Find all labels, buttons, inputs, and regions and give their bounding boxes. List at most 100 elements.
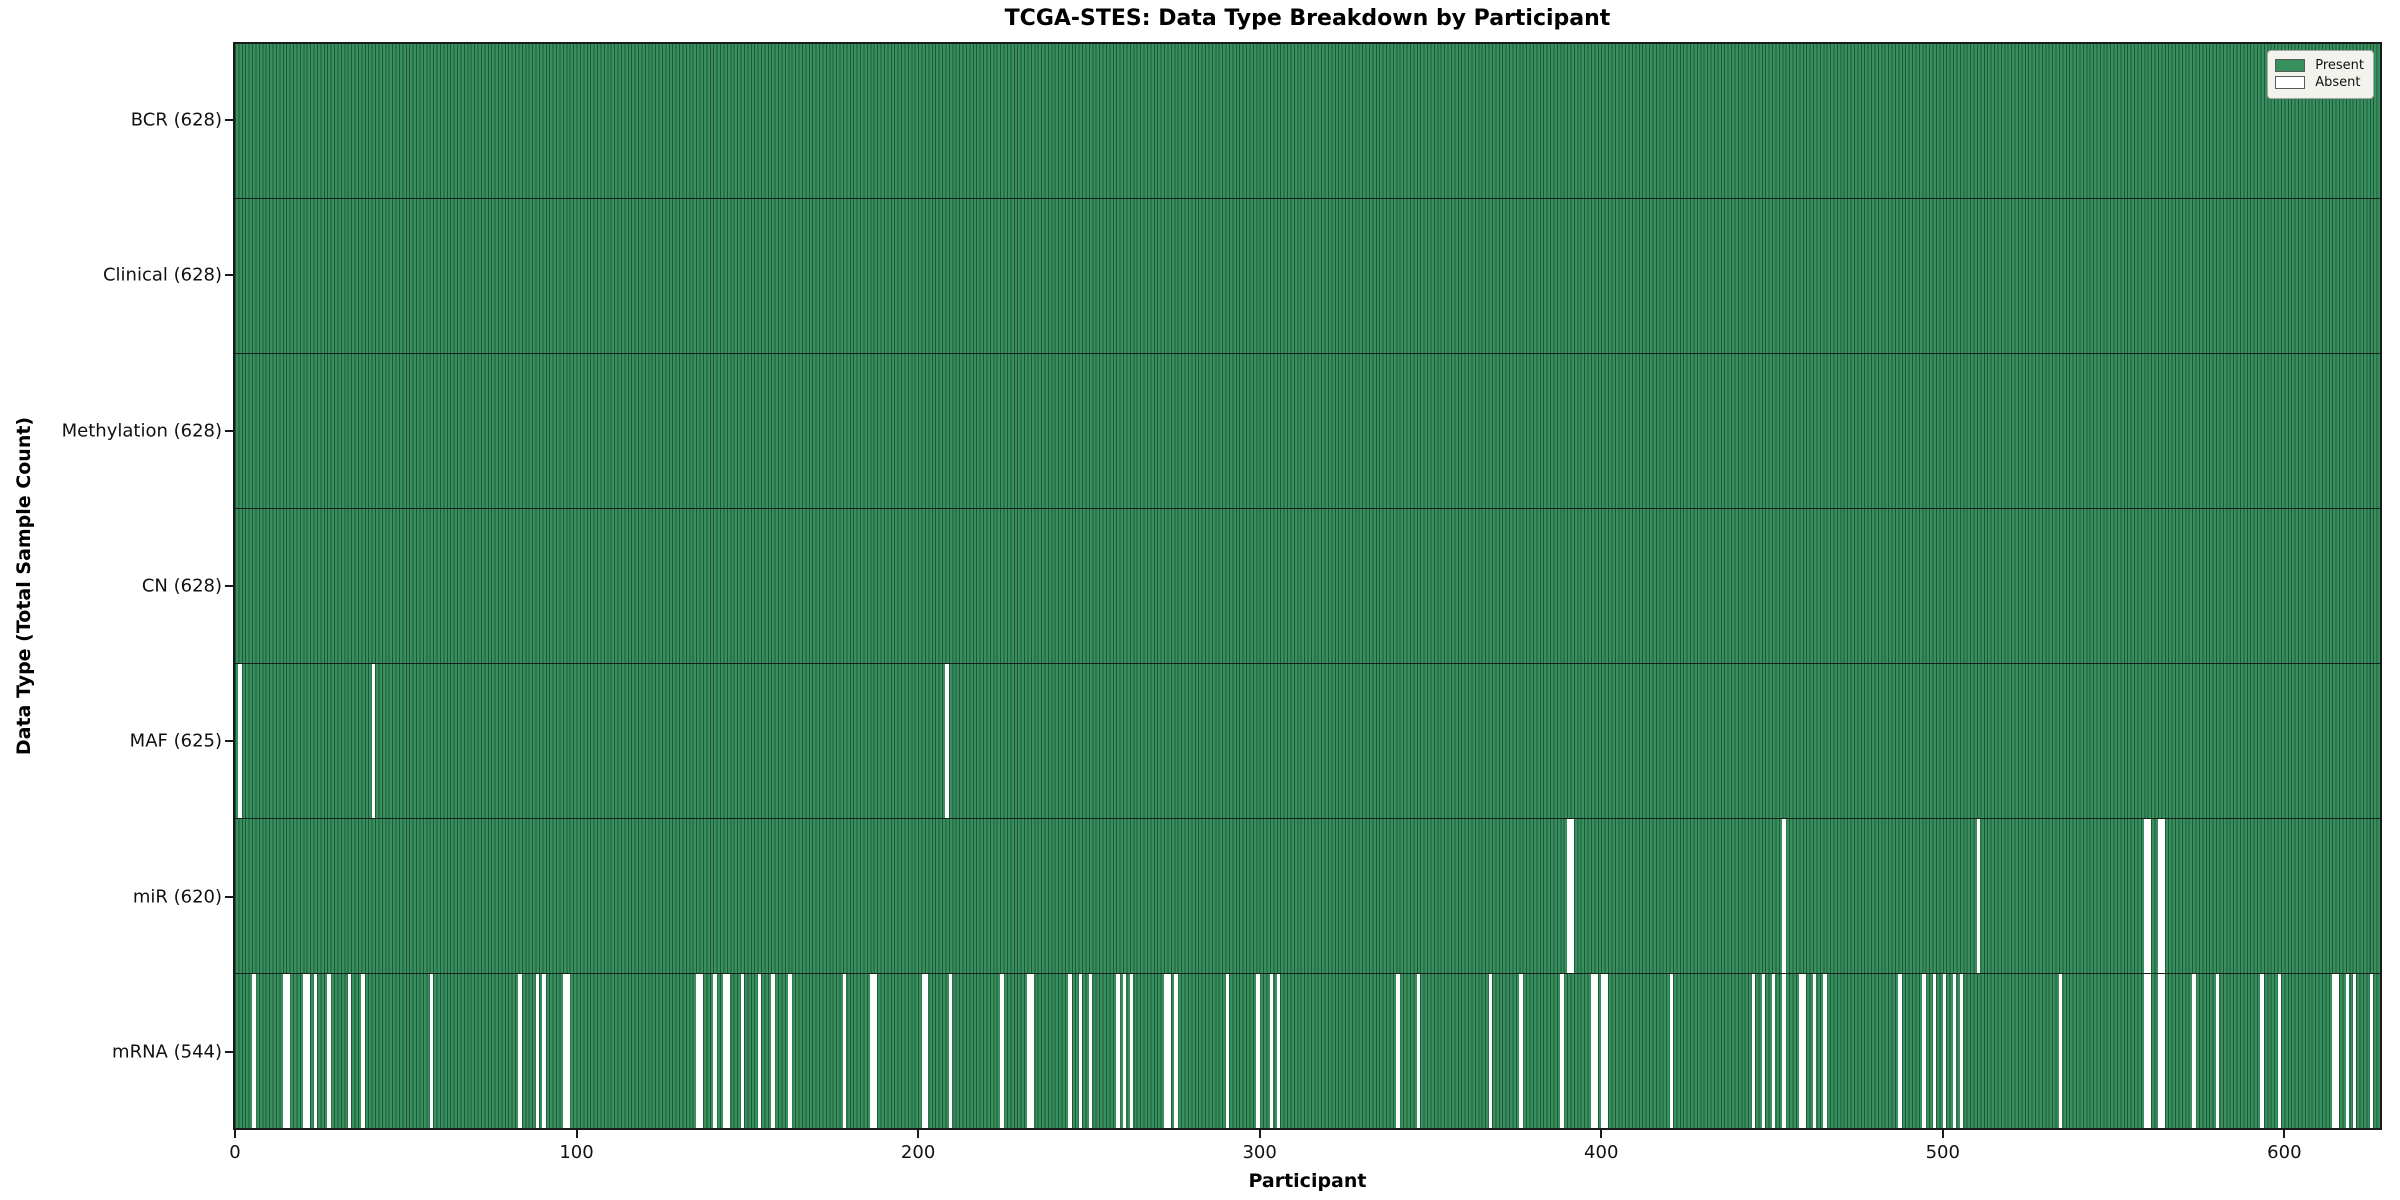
absent-mark: [699, 974, 703, 1128]
absent-mark: [2161, 974, 2165, 1128]
absent-mark: [1129, 974, 1134, 1128]
y-tick-label-BCR: BCR (628): [130, 109, 222, 131]
y-tick-mark: [225, 585, 233, 587]
absent-mark: [924, 974, 929, 1128]
absent-mark: [2157, 819, 2162, 973]
heatmap-row-MAF: [235, 663, 2380, 818]
x-tick-label-200: 200: [900, 1142, 936, 1163]
absent-mark: [252, 974, 256, 1128]
absent-mark: [1078, 974, 1083, 1128]
x-tick-mark: [575, 1130, 578, 1138]
absent-mark: [1942, 974, 1947, 1128]
legend-present-label: Present: [2315, 58, 2364, 73]
absent-mark: [2335, 974, 2340, 1128]
absent-mark: [542, 974, 546, 1128]
absent-mark: [282, 974, 287, 1128]
absent-mark: [535, 974, 539, 1128]
absent-mark: [1601, 974, 1605, 1128]
x-tick-label-500: 500: [1925, 1142, 1960, 1163]
absent-mark: [1802, 974, 1807, 1128]
absent-mark: [371, 664, 376, 818]
absent-mark: [2144, 819, 2148, 973]
x-tick-label-0: 0: [229, 1142, 241, 1163]
absent-mark: [740, 974, 744, 1128]
y-tick-mark: [225, 274, 233, 277]
absent-mark: [1116, 974, 1120, 1128]
absent-mark: [1164, 974, 1168, 1128]
absent-mark: [306, 974, 311, 1128]
absent-mark: [1123, 974, 1127, 1128]
absent-swatch-icon: [2275, 76, 2306, 89]
absent-mark: [2332, 974, 2336, 1128]
absent-mark: [713, 974, 717, 1128]
y-tick-mark: [225, 429, 233, 432]
absent-mark: [1396, 974, 1400, 1128]
y-tick-label-Clinical: Clinical (628): [102, 264, 222, 286]
absent-mark: [1604, 974, 1609, 1128]
absent-mark: [1594, 974, 1598, 1128]
absent-mark: [566, 974, 570, 1128]
absent-mark: [1959, 974, 1964, 1128]
x-tick-mark: [234, 1130, 236, 1138]
absent-mark: [842, 974, 847, 1128]
absent-mark: [726, 974, 731, 1128]
y-tick-mark: [225, 118, 233, 121]
absent-mark: [2369, 974, 2374, 1128]
absent-mark: [757, 974, 762, 1128]
absent-mark: [1823, 974, 1827, 1128]
absent-mark: [2352, 974, 2357, 1128]
chart-title: TCGA-STES: Data Type Breakdown by Partic…: [1004, 6, 1611, 31]
absent-mark: [286, 974, 290, 1128]
absent-mark: [1174, 974, 1178, 1128]
absent-mark: [1953, 974, 1957, 1128]
legend-entry-present: Present: [2275, 58, 2364, 73]
x-tick-label-100: 100: [559, 1142, 594, 1163]
y-tick-mark: [225, 895, 233, 898]
absent-mark: [1813, 974, 1817, 1128]
absent-mark: [1088, 974, 1093, 1128]
y-tick-label-CN: CN (628): [141, 575, 222, 597]
x-tick-label-300: 300: [1242, 1142, 1277, 1163]
y-tick-mark: [225, 740, 233, 743]
heatmap-row-Clinical: [235, 198, 2380, 353]
absent-mark: [1751, 974, 1755, 1128]
x-tick-label-600: 600: [2267, 1142, 2302, 1163]
heatmap-row-CN: [235, 508, 2380, 663]
absent-mark: [1416, 974, 1421, 1128]
absent-mark: [1976, 819, 1981, 973]
y-tick-label-miR: miR (620): [132, 886, 222, 908]
absent-mark: [1068, 974, 1072, 1128]
absent-mark: [1488, 974, 1492, 1128]
y-tick-label-mRNA: mRNA (544): [112, 1041, 222, 1063]
absent-mark: [1269, 974, 1274, 1128]
absent-mark: [2216, 974, 2220, 1128]
absent-mark: [1167, 974, 1171, 1128]
absent-mark: [1932, 974, 1936, 1128]
absent-mark: [2157, 974, 2162, 1128]
absent-mark: [696, 974, 700, 1128]
x-tick-mark: [917, 1130, 920, 1138]
x-axis-label: Participant: [1248, 1170, 1367, 1192]
absent-mark: [2147, 819, 2152, 973]
absent-mark: [2161, 819, 2165, 973]
absent-mark: [2277, 974, 2281, 1128]
heatmap-row-miR: [235, 818, 2380, 973]
x-tick-mark: [1600, 1130, 1603, 1138]
x-tick-label-400: 400: [1584, 1142, 1619, 1163]
absent-mark: [429, 974, 434, 1128]
absent-mark: [1030, 974, 1035, 1128]
absent-mark: [313, 974, 317, 1128]
absent-mark: [1669, 974, 1673, 1128]
absent-mark: [1027, 974, 1031, 1128]
absent-mark: [1590, 974, 1595, 1128]
x-tick-mark: [1941, 1130, 1944, 1138]
legend-entry-absent: Absent: [2275, 75, 2364, 90]
legend: Present Absent: [2267, 50, 2374, 99]
absent-mark: [2345, 974, 2350, 1128]
absent-mark: [361, 974, 365, 1128]
absent-mark: [1922, 974, 1926, 1128]
absent-mark: [873, 974, 878, 1128]
absent-mark: [2058, 974, 2063, 1128]
absent-mark: [771, 974, 775, 1128]
